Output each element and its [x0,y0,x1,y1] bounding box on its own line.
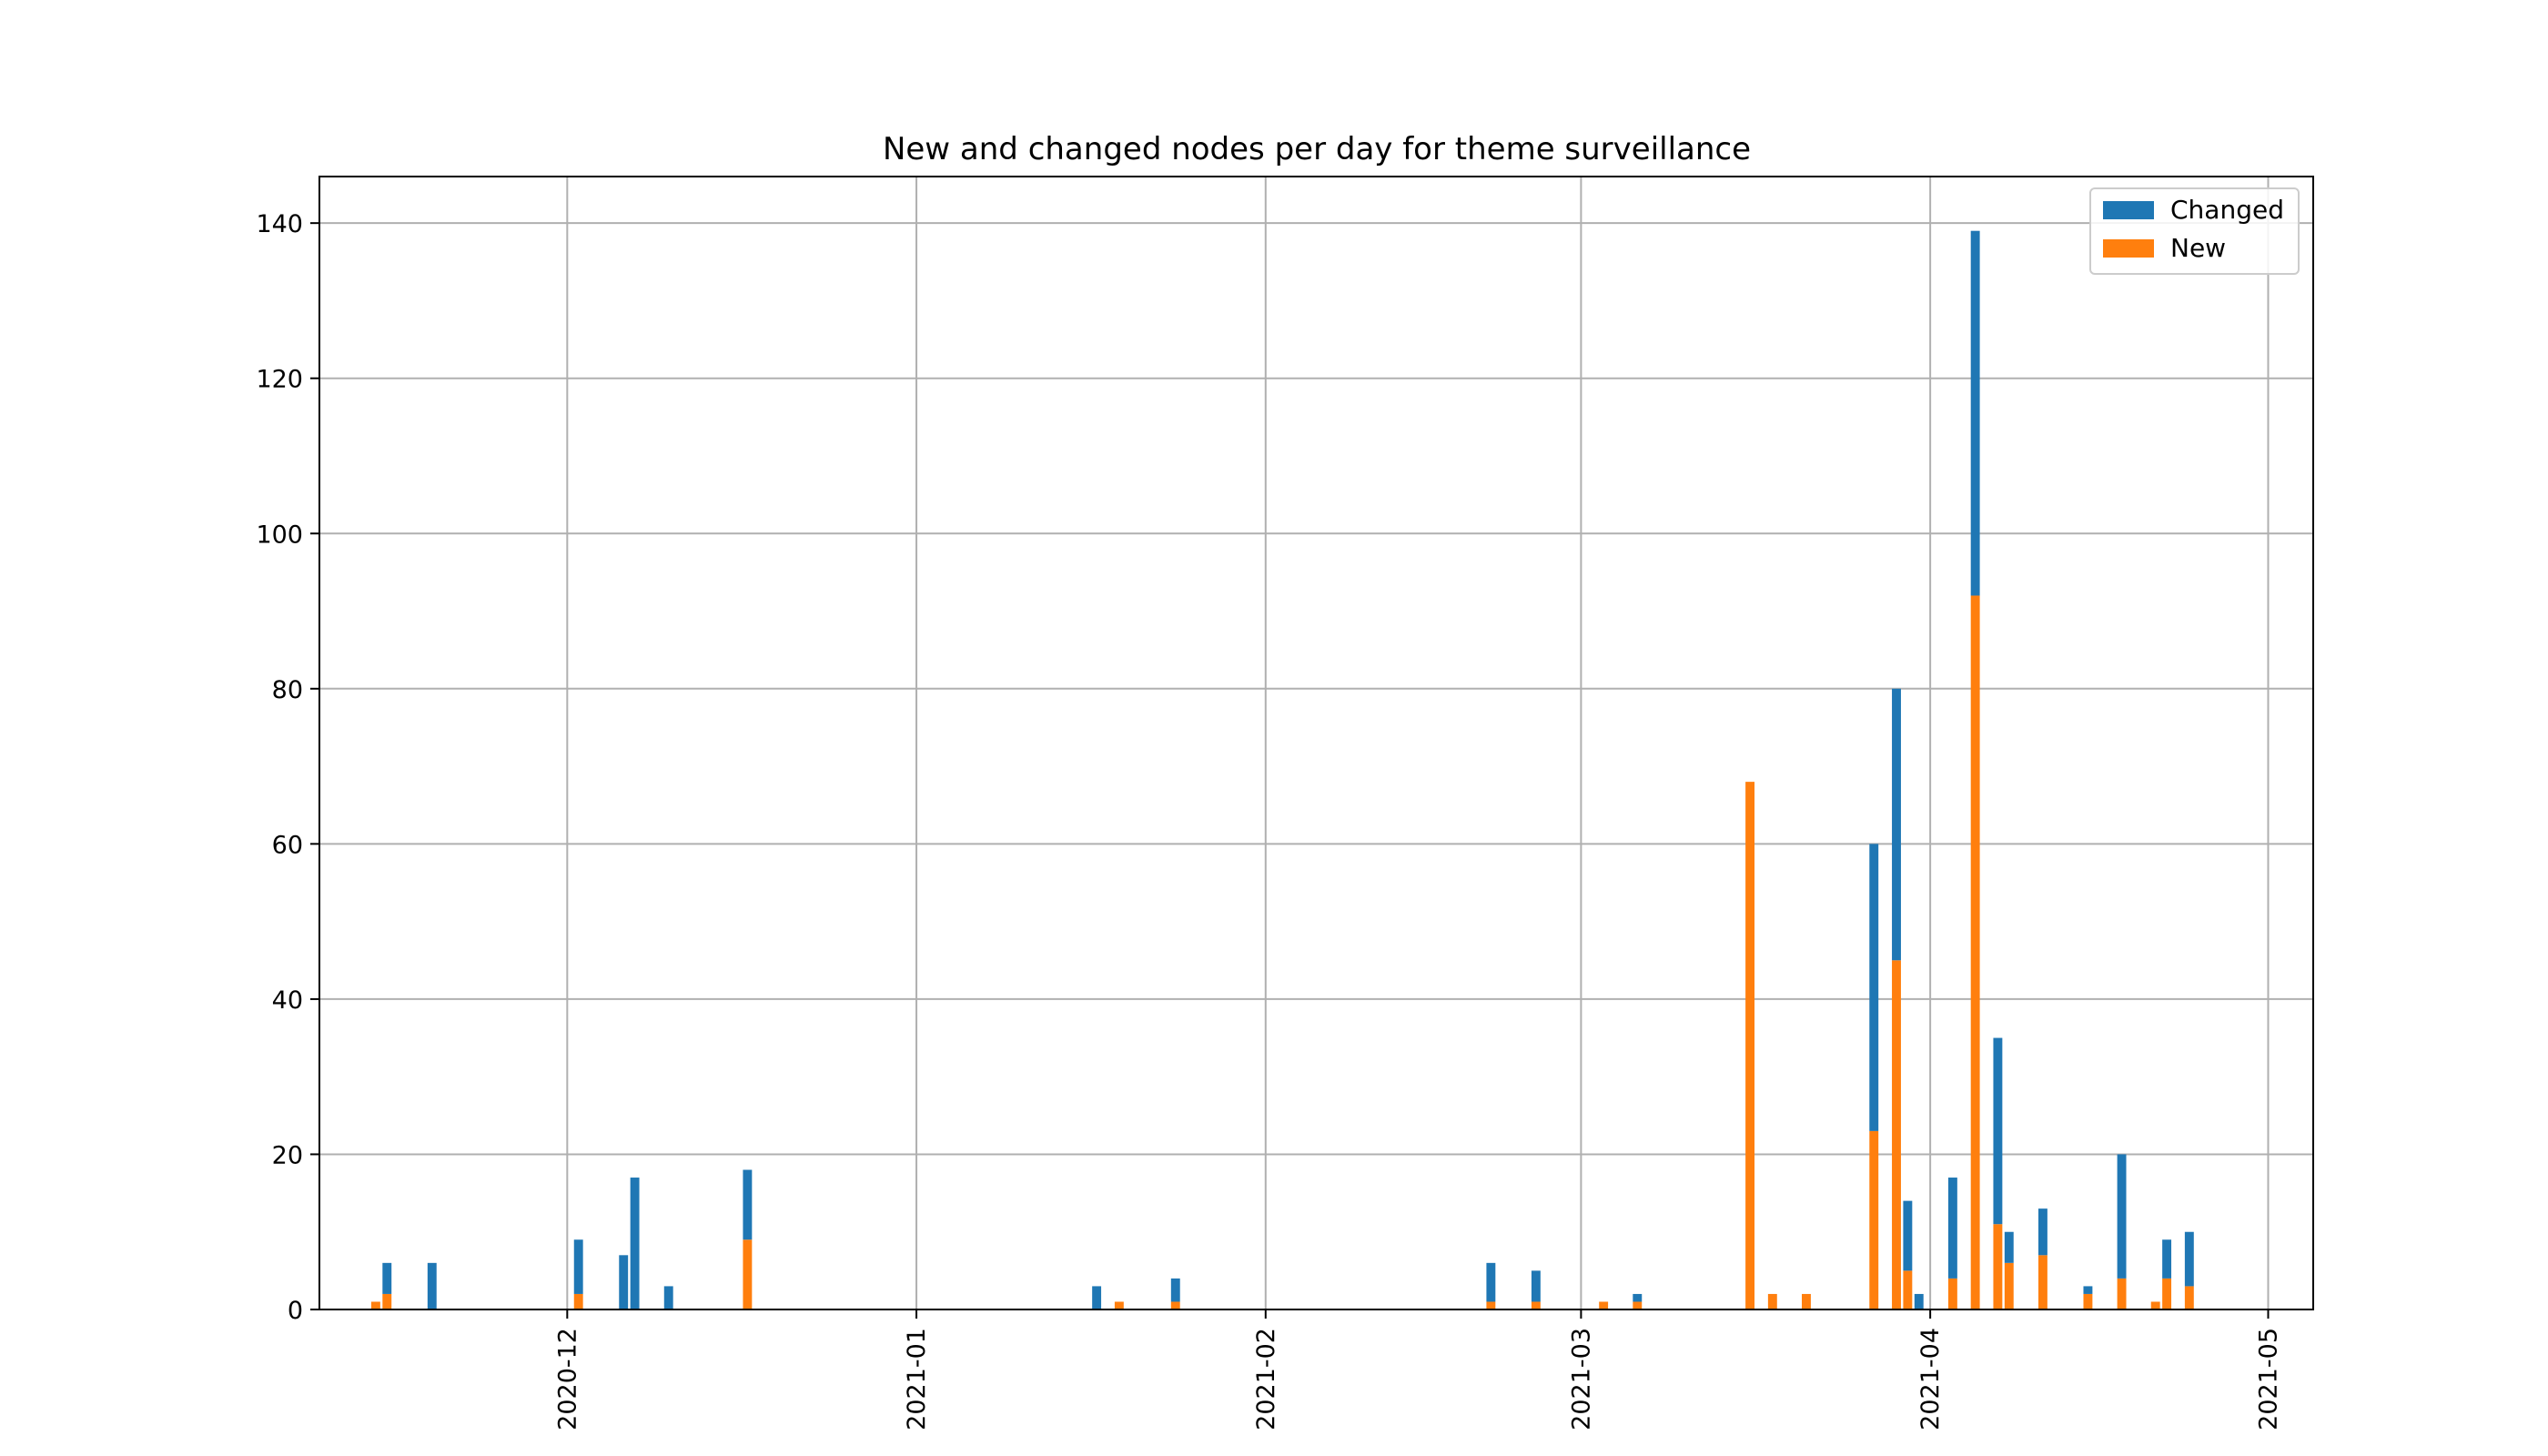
y-tick-label: 60 [272,831,303,859]
bar-new [2037,1255,2048,1309]
bar-changed [1914,1293,1924,1309]
y-tick-label: 100 [256,521,303,549]
bar-new [2184,1286,2194,1309]
bar-changed [2037,1208,2048,1256]
bar-new [1114,1301,1124,1309]
bar-changed [1170,1278,1180,1302]
bar-new [1531,1301,1541,1309]
bar-new [743,1239,753,1309]
bar-new [1170,1301,1180,1309]
x-tick-label: 2021-01 [903,1328,931,1431]
chart-title: New and changed nodes per day for theme … [883,131,1751,167]
x-tick-label: 2021-04 [1916,1328,1945,1431]
bar-new [2162,1278,2172,1309]
x-tick-label: 2021-02 [1252,1328,1280,1431]
bar-new [2083,1293,2093,1309]
bar-changed [1092,1286,1102,1309]
bar-new [2117,1278,2127,1309]
x-tick-label: 2021-03 [1567,1328,1595,1431]
bar-new [1903,1270,1913,1309]
bar-changed [382,1262,392,1294]
x-tick-label: 2021-05 [2254,1328,2282,1431]
bar-changed [2162,1239,2172,1279]
bar-changed [630,1178,640,1309]
x-tick-label: 2020-12 [553,1328,581,1431]
bar-changed [1486,1262,1496,1302]
legend: Changed New [2089,187,2300,275]
bar-changed [619,1255,629,1309]
bar-new [573,1293,583,1309]
bar-new [1633,1301,1643,1309]
bar-new [370,1301,380,1309]
bar-changed [1869,844,1879,1131]
bars [370,230,2194,1309]
bar-new [1802,1293,1811,1309]
y-tick-label: 140 [256,210,303,238]
bar-changed [743,1169,753,1240]
bar-changed [1531,1270,1541,1302]
legend-label-changed: Changed [2170,195,2284,225]
plot-frame [318,176,2314,1310]
bar-new [1993,1224,2003,1309]
bar-changed [1970,230,1980,596]
legend-swatch-changed [2103,201,2154,219]
grid-lines [319,177,2313,1310]
bar-changed [663,1286,673,1309]
bar-changed [2184,1231,2194,1287]
bar-changed [1633,1293,1643,1302]
bar-new [1486,1301,1496,1309]
bar-changed [2117,1154,2127,1279]
bar-new [382,1293,392,1309]
bar-new [1599,1301,1609,1309]
bar-new [2004,1262,2014,1309]
y-tick-label: 120 [256,366,303,394]
bar-changed [1993,1037,2003,1225]
y-tick-label: 80 [272,676,303,704]
bar-new [1869,1130,1879,1309]
y-axis: 0 20 40 60 80 100 120 140 [256,210,319,1325]
bar-changed [2004,1231,2014,1263]
bar-new [1745,782,1755,1309]
bar-new [2150,1301,2160,1309]
bar-new [1947,1278,1957,1309]
bar-changed [1903,1200,1913,1271]
bar-changed [1947,1178,1957,1279]
bar-new [1970,595,1980,1309]
y-tick-label: 0 [288,1297,303,1325]
legend-swatch-new [2103,239,2154,258]
y-tick-label: 20 [272,1141,303,1169]
bar-changed [2083,1286,2093,1294]
legend-label-new: New [2170,233,2226,263]
bar-new [1892,960,1901,1309]
bar-changed [1892,688,1901,961]
bar-changed [573,1239,583,1294]
bar-changed [427,1262,437,1309]
bar-new [1767,1293,1777,1309]
y-tick-label: 40 [272,986,303,1015]
x-axis: 2020-12 2021-01 2021-02 2021-03 2021-04 2021-… [553,1309,2282,1431]
